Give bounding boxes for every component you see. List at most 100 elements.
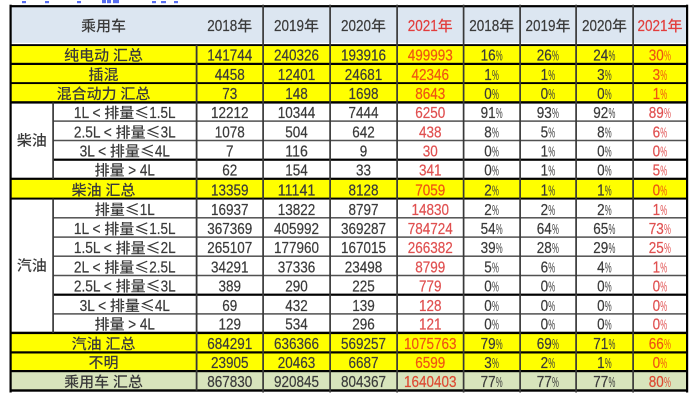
svg-text:%: %	[660, 144, 667, 160]
svg-text:8799: 8799	[415, 260, 445, 277]
svg-text:154: 154	[285, 163, 308, 180]
svg-text:%: %	[548, 318, 555, 334]
svg-text:29: 29	[593, 240, 608, 257]
svg-text:%: %	[492, 87, 499, 103]
svg-text:%: %	[548, 164, 555, 180]
svg-text:%: %	[548, 279, 555, 295]
svg-text:867830: 867830	[207, 374, 252, 391]
svg-text:0: 0	[541, 278, 549, 295]
svg-text:34291: 34291	[211, 260, 249, 277]
svg-text:0: 0	[541, 298, 549, 315]
svg-text:%: %	[496, 106, 503, 122]
svg-text:2019: 2019	[274, 18, 304, 35]
svg-text:%: %	[552, 337, 559, 353]
svg-text:77: 77	[537, 374, 552, 391]
svg-text:%: %	[664, 375, 671, 391]
svg-text:1: 1	[597, 355, 605, 372]
svg-text:%: %	[660, 299, 667, 315]
svg-text:%: %	[660, 183, 667, 199]
svg-text:1: 1	[541, 163, 549, 180]
svg-text:804367: 804367	[341, 374, 386, 391]
svg-text:290: 290	[285, 278, 308, 295]
svg-text:%: %	[492, 164, 499, 180]
svg-text:6250: 6250	[415, 105, 445, 122]
svg-text:534: 534	[285, 317, 308, 334]
svg-text:141744: 141744	[207, 48, 252, 65]
svg-text:8128: 8128	[349, 182, 379, 199]
svg-text:128: 128	[419, 298, 442, 315]
svg-text:%: %	[492, 261, 499, 277]
svg-text:14830: 14830	[412, 202, 450, 219]
svg-text:42346: 42346	[412, 67, 450, 84]
svg-text:%: %	[548, 203, 555, 219]
svg-text:28: 28	[537, 240, 552, 257]
svg-text:92: 92	[593, 105, 608, 122]
svg-text:367369: 367369	[207, 221, 252, 238]
svg-text:%: %	[605, 87, 612, 103]
svg-text:%: %	[552, 49, 559, 65]
svg-text:62: 62	[222, 163, 237, 180]
svg-text:%: %	[552, 222, 559, 238]
svg-text:920845: 920845	[274, 374, 319, 391]
svg-text:1: 1	[484, 67, 492, 84]
svg-text:225: 225	[352, 278, 375, 295]
svg-text:1L <: 1L <	[74, 221, 101, 238]
svg-text:77: 77	[593, 374, 608, 391]
svg-text:16937: 16937	[211, 202, 249, 219]
svg-text:0: 0	[484, 278, 492, 295]
svg-text:4L: 4L	[155, 298, 170, 315]
svg-text:5: 5	[653, 163, 661, 180]
svg-text:0: 0	[541, 317, 549, 334]
svg-text:504: 504	[285, 125, 308, 142]
svg-text:16: 16	[481, 48, 496, 65]
svg-text:0: 0	[597, 143, 605, 160]
svg-text:%: %	[548, 299, 555, 315]
svg-text:1: 1	[653, 86, 661, 103]
svg-text:93: 93	[537, 105, 552, 122]
svg-text:296: 296	[352, 317, 375, 334]
svg-text:73: 73	[222, 86, 237, 103]
svg-text:8: 8	[597, 125, 605, 142]
svg-text:2019: 2019	[526, 18, 556, 35]
svg-text:0: 0	[541, 86, 549, 103]
svg-text:%: %	[548, 87, 555, 103]
svg-text:12401: 12401	[278, 67, 316, 84]
svg-text:79: 79	[481, 336, 496, 353]
svg-text:389: 389	[219, 278, 242, 295]
svg-text:%: %	[492, 68, 499, 84]
svg-text:0: 0	[653, 355, 661, 372]
svg-text:11141: 11141	[278, 182, 316, 199]
svg-text:2018: 2018	[469, 18, 499, 35]
svg-text:%: %	[664, 222, 671, 238]
svg-text:8: 8	[484, 125, 492, 142]
svg-text:%: %	[664, 49, 671, 65]
svg-text:%: %	[609, 222, 616, 238]
svg-text:23905: 23905	[211, 355, 249, 372]
svg-text:2L: 2L	[161, 240, 176, 257]
svg-text:69: 69	[537, 336, 552, 353]
svg-text:24681: 24681	[345, 67, 383, 84]
svg-text:369287: 369287	[341, 221, 386, 238]
svg-text:1: 1	[597, 182, 605, 199]
svg-text:3L: 3L	[161, 278, 176, 295]
svg-text:%: %	[548, 68, 555, 84]
svg-text:%: %	[605, 164, 612, 180]
svg-text:%: %	[496, 337, 503, 353]
svg-text:> 4L: > 4L	[128, 163, 155, 180]
svg-text:%: %	[605, 68, 612, 84]
svg-text:%: %	[548, 144, 555, 160]
svg-text:148: 148	[285, 86, 308, 103]
svg-text:%: %	[660, 126, 667, 142]
svg-text:784724: 784724	[408, 221, 453, 238]
svg-text:177960: 177960	[274, 240, 319, 257]
svg-text:3: 3	[597, 67, 605, 84]
svg-text:33: 33	[356, 163, 371, 180]
svg-text:1078: 1078	[215, 125, 245, 142]
svg-text:8797: 8797	[349, 202, 379, 219]
svg-text:2: 2	[597, 202, 605, 219]
svg-text:%: %	[664, 337, 671, 353]
svg-text:%: %	[548, 261, 555, 277]
svg-text:%: %	[492, 299, 499, 315]
svg-text:1: 1	[653, 260, 661, 277]
svg-text:%: %	[496, 241, 503, 257]
